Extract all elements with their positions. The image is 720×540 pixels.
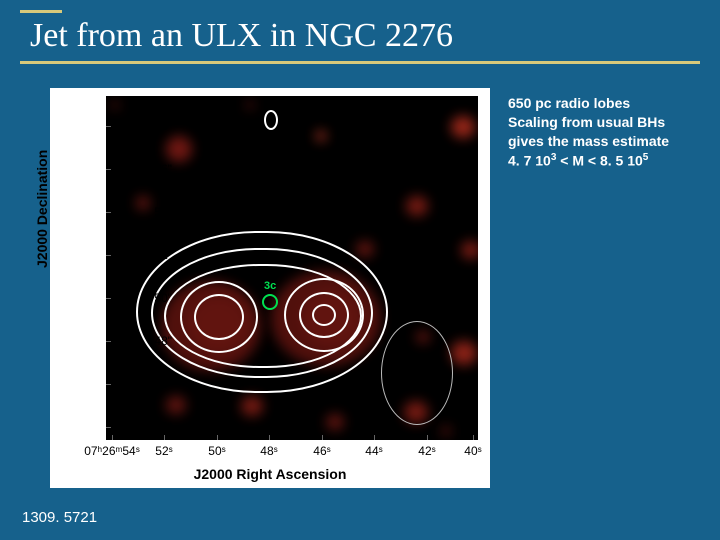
radio-contour (194, 294, 244, 340)
y-axis-label: J2000 Declination (34, 150, 50, 268)
caption-line: gives the mass estimate (508, 132, 708, 151)
x-tick-label: 40ˢ (464, 444, 481, 458)
emission-blob (441, 426, 451, 436)
emission-blob (461, 241, 478, 259)
artifact-oval (264, 110, 278, 130)
caption-text: 650 pc radio lobes Scaling from usual BH… (508, 94, 708, 170)
emission-blob (356, 241, 374, 257)
y-tick-label: 58" (52, 119, 172, 133)
y-tick-label: 50" (52, 291, 172, 305)
emission-blob (316, 131, 326, 141)
x-tick-label: 48ˢ (260, 444, 277, 458)
caption-mass-range: 4. 7 103 < M < 8. 5 105 (508, 151, 708, 171)
emission-blob (241, 396, 263, 416)
x-tick-label: 42ˢ (418, 444, 435, 458)
y-tick-label: 85°45'44" (52, 420, 172, 434)
title-block: Jet from an ULX in NGC 2276 (20, 10, 700, 64)
emission-blob (166, 136, 192, 162)
emission-blob (111, 101, 119, 109)
emission-blob (246, 101, 254, 109)
beam-ellipse (381, 321, 453, 425)
radio-map-figure: J2000 Declination J2000 Right Ascension … (50, 88, 490, 488)
x-axis-label: J2000 Right Ascension (50, 466, 490, 482)
reference-id: 1309. 5721 (22, 509, 97, 526)
page-title: Jet from an ULX in NGC 2276 (20, 13, 700, 61)
x-tick-label: 46ˢ (313, 444, 330, 458)
y-tick-label: 54" (52, 205, 172, 219)
emission-blob (451, 116, 475, 138)
y-tick-label: 52" (52, 248, 172, 262)
y-tick-label: 48" (52, 334, 172, 348)
caption-line: Scaling from usual BHs (508, 113, 708, 132)
x-tick-label: 50ˢ (208, 444, 225, 458)
y-tick-label: 46" (52, 377, 172, 391)
title-accent-bottom (20, 61, 700, 64)
x-tick-label: 44ˢ (365, 444, 382, 458)
emission-blob (326, 414, 344, 430)
emission-blob (166, 396, 186, 414)
emission-blob (451, 341, 477, 365)
emission-blob (406, 196, 428, 216)
caption-line: 650 pc radio lobes (508, 94, 708, 113)
x-tick-label: 52ˢ (155, 444, 172, 458)
x-tick-label: 07ʰ26ᵐ54ˢ (84, 444, 140, 458)
y-tick-label: 56" (52, 162, 172, 176)
radio-contour (312, 304, 336, 326)
